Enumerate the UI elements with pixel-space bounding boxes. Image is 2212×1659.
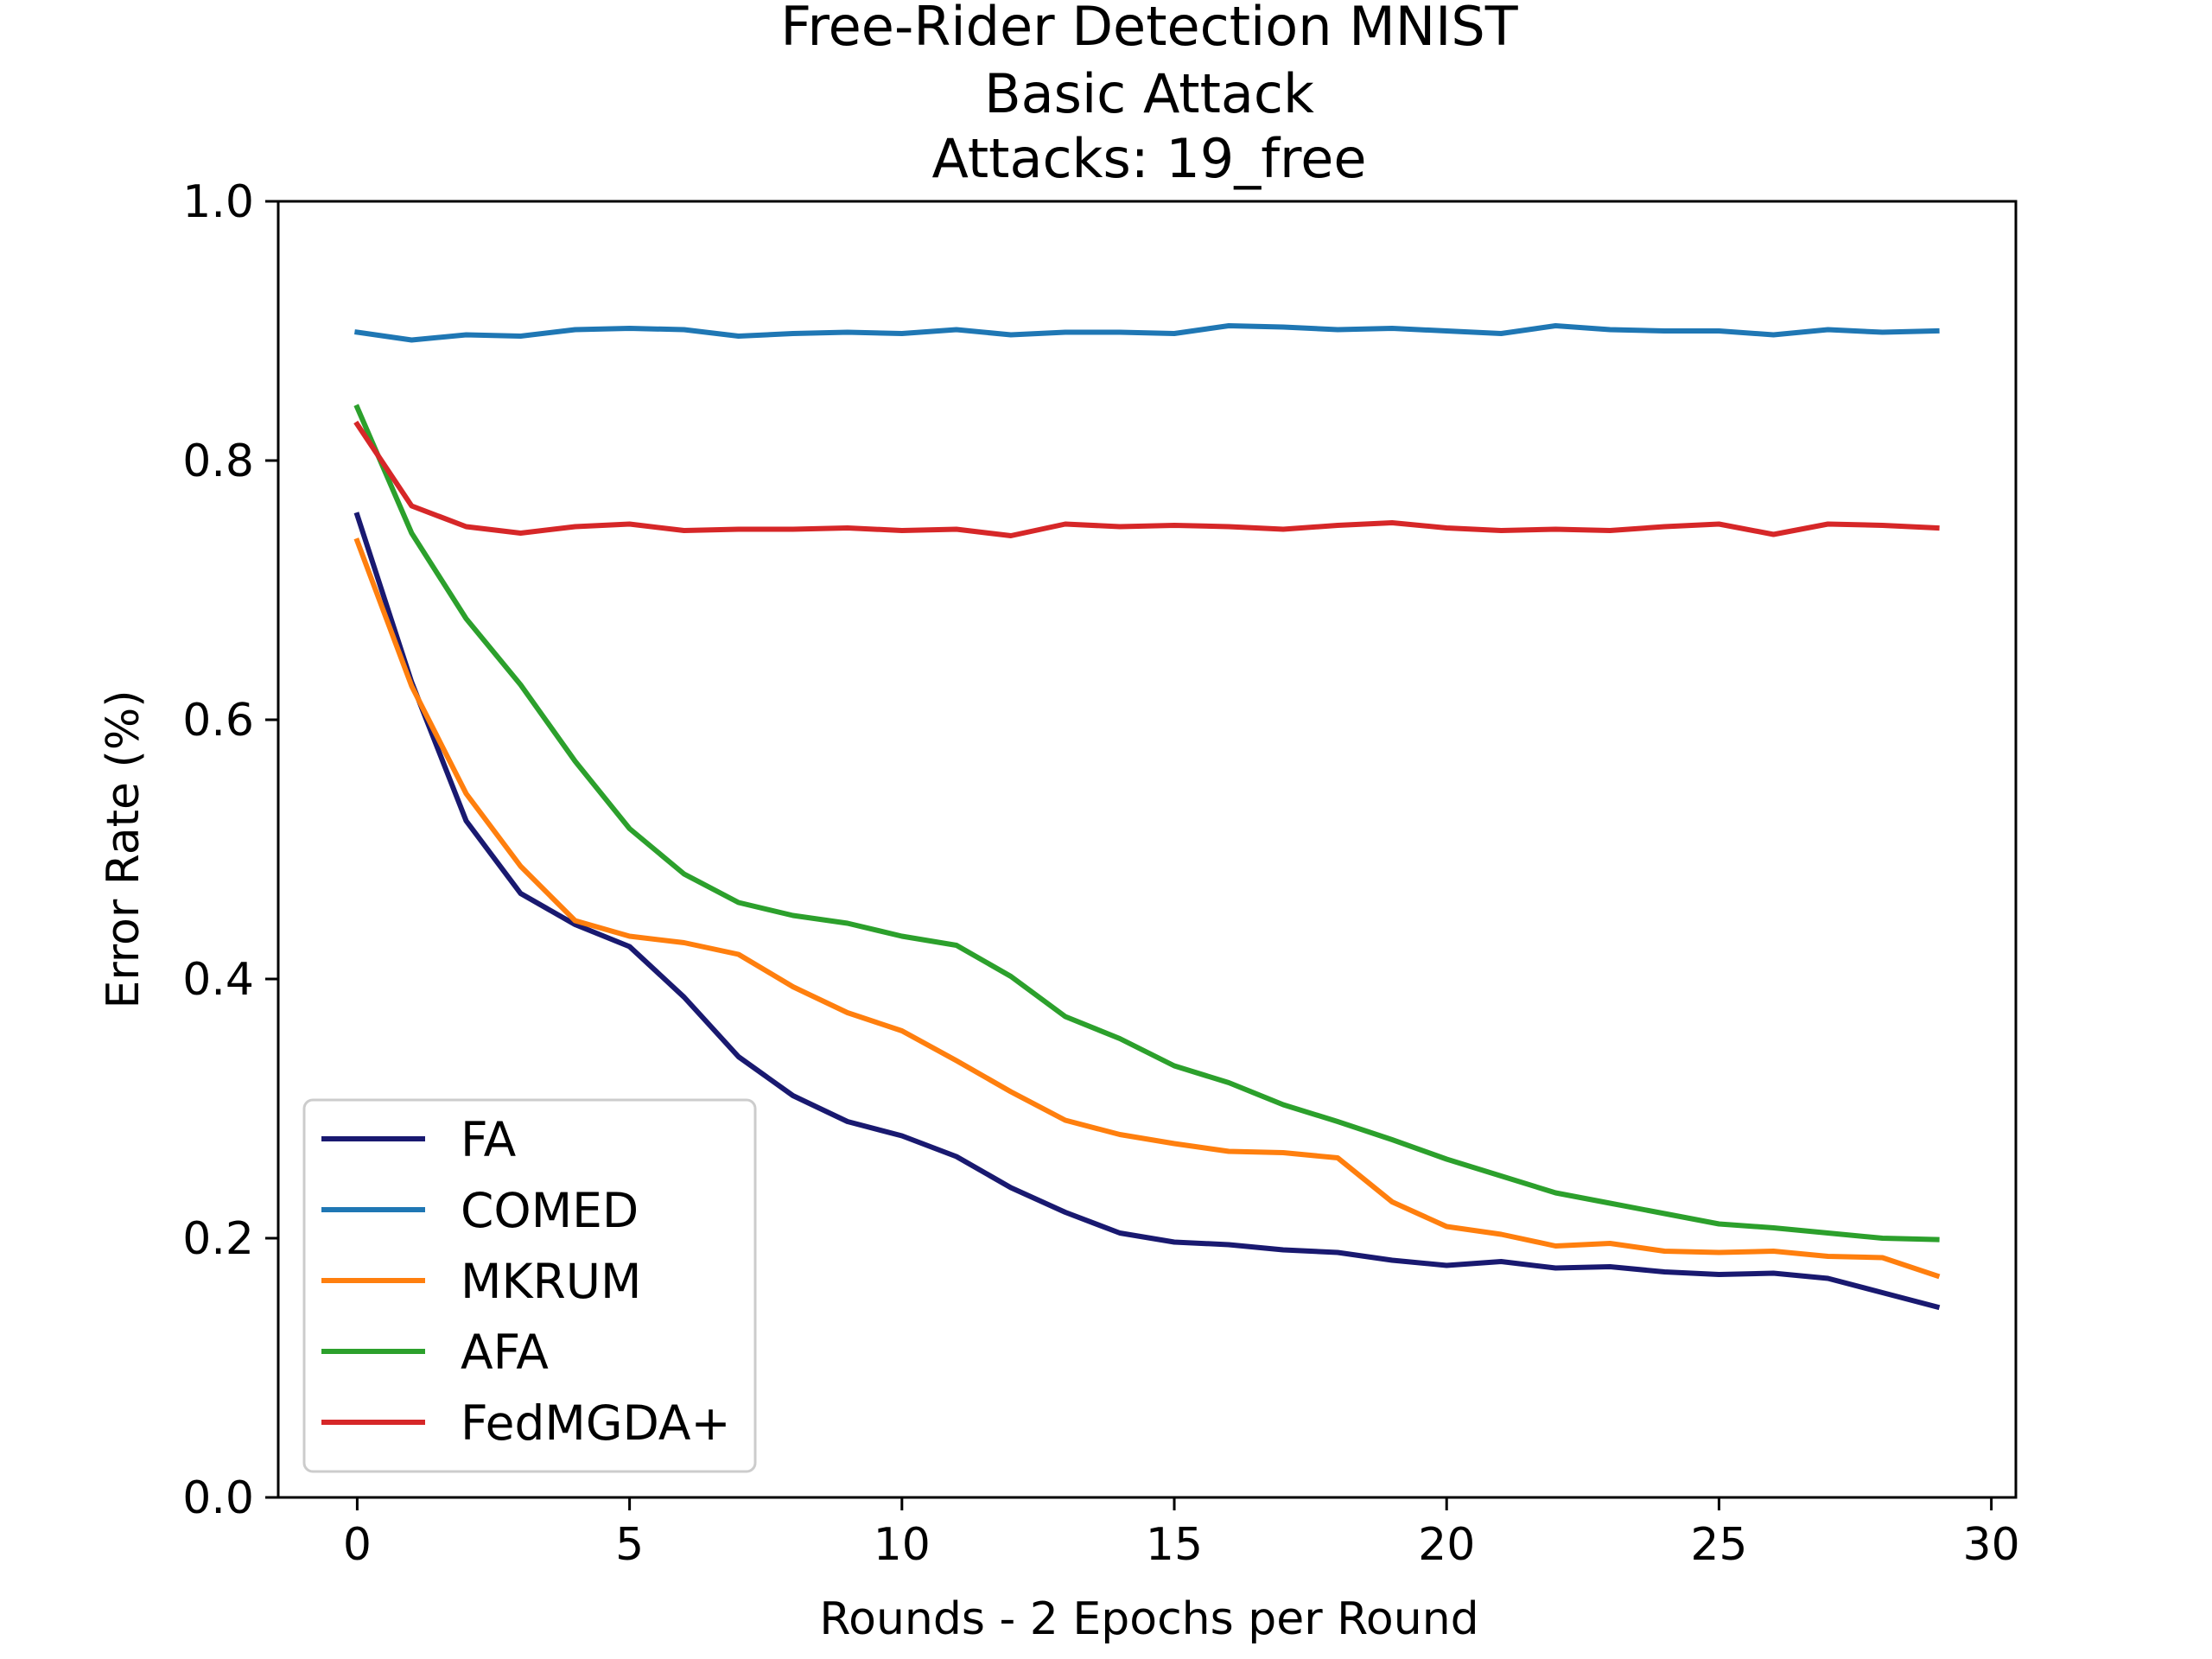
series-line-afa [353, 404, 1940, 1243]
legend-box [302, 1098, 757, 1473]
series-layer [353, 323, 1941, 1311]
y-tick-label: 0.0 [182, 1472, 254, 1524]
legend: FA COMED MKRUM AFA FedMGDA+ [302, 1098, 757, 1473]
x-tick-label: 10 [874, 1519, 931, 1571]
series-line-fa [353, 512, 1941, 1311]
x-tick-label: 20 [1418, 1519, 1475, 1571]
y-tick-label: 1.0 [182, 176, 254, 228]
x-tick-label: 5 [615, 1519, 644, 1571]
legend-label-fa: FA [461, 1112, 517, 1167]
chart-title-line-2: Basic Attack [984, 62, 1314, 125]
series-line-mkrum [353, 537, 1941, 1280]
x-tick-label: 30 [1963, 1519, 2020, 1571]
x-tick-label: 15 [1146, 1519, 1203, 1571]
y-tick-label: 0.8 [182, 435, 254, 487]
chart-title-line-3: Attacks: 19_free [932, 127, 1367, 190]
y-tick-label: 0.6 [182, 695, 254, 747]
x-axis-label: Rounds - 2 Epochs per Round [819, 1593, 1478, 1645]
x-tick-label: 0 [343, 1519, 372, 1571]
chart-title-line-1: Free-Rider Detection MNIST [780, 0, 1518, 58]
y-axis-label: Error Rate (%) [98, 690, 149, 1008]
x-tick-label: 25 [1690, 1519, 1747, 1571]
legend-label-fedmgda: FedMGDA+ [461, 1395, 731, 1451]
x-axis: 0 5 10 15 20 25 30 [343, 1497, 2020, 1571]
series-line-fedmgda [353, 420, 1940, 538]
y-tick-label: 0.4 [182, 954, 254, 1006]
plot-area-frame [276, 200, 2018, 1499]
chart-title: Free-Rider Detection MNIST Basic Attack … [780, 0, 1518, 190]
legend-label-comed: COMED [461, 1183, 639, 1238]
y-tick-label: 0.2 [182, 1213, 254, 1265]
legend-label-afa: AFA [461, 1325, 549, 1380]
y-axis: 0.0 0.2 0.4 0.6 0.8 1.0 [182, 176, 278, 1524]
legend-label-mkrum: MKRUM [461, 1254, 641, 1309]
series-line-comed [354, 323, 1940, 343]
